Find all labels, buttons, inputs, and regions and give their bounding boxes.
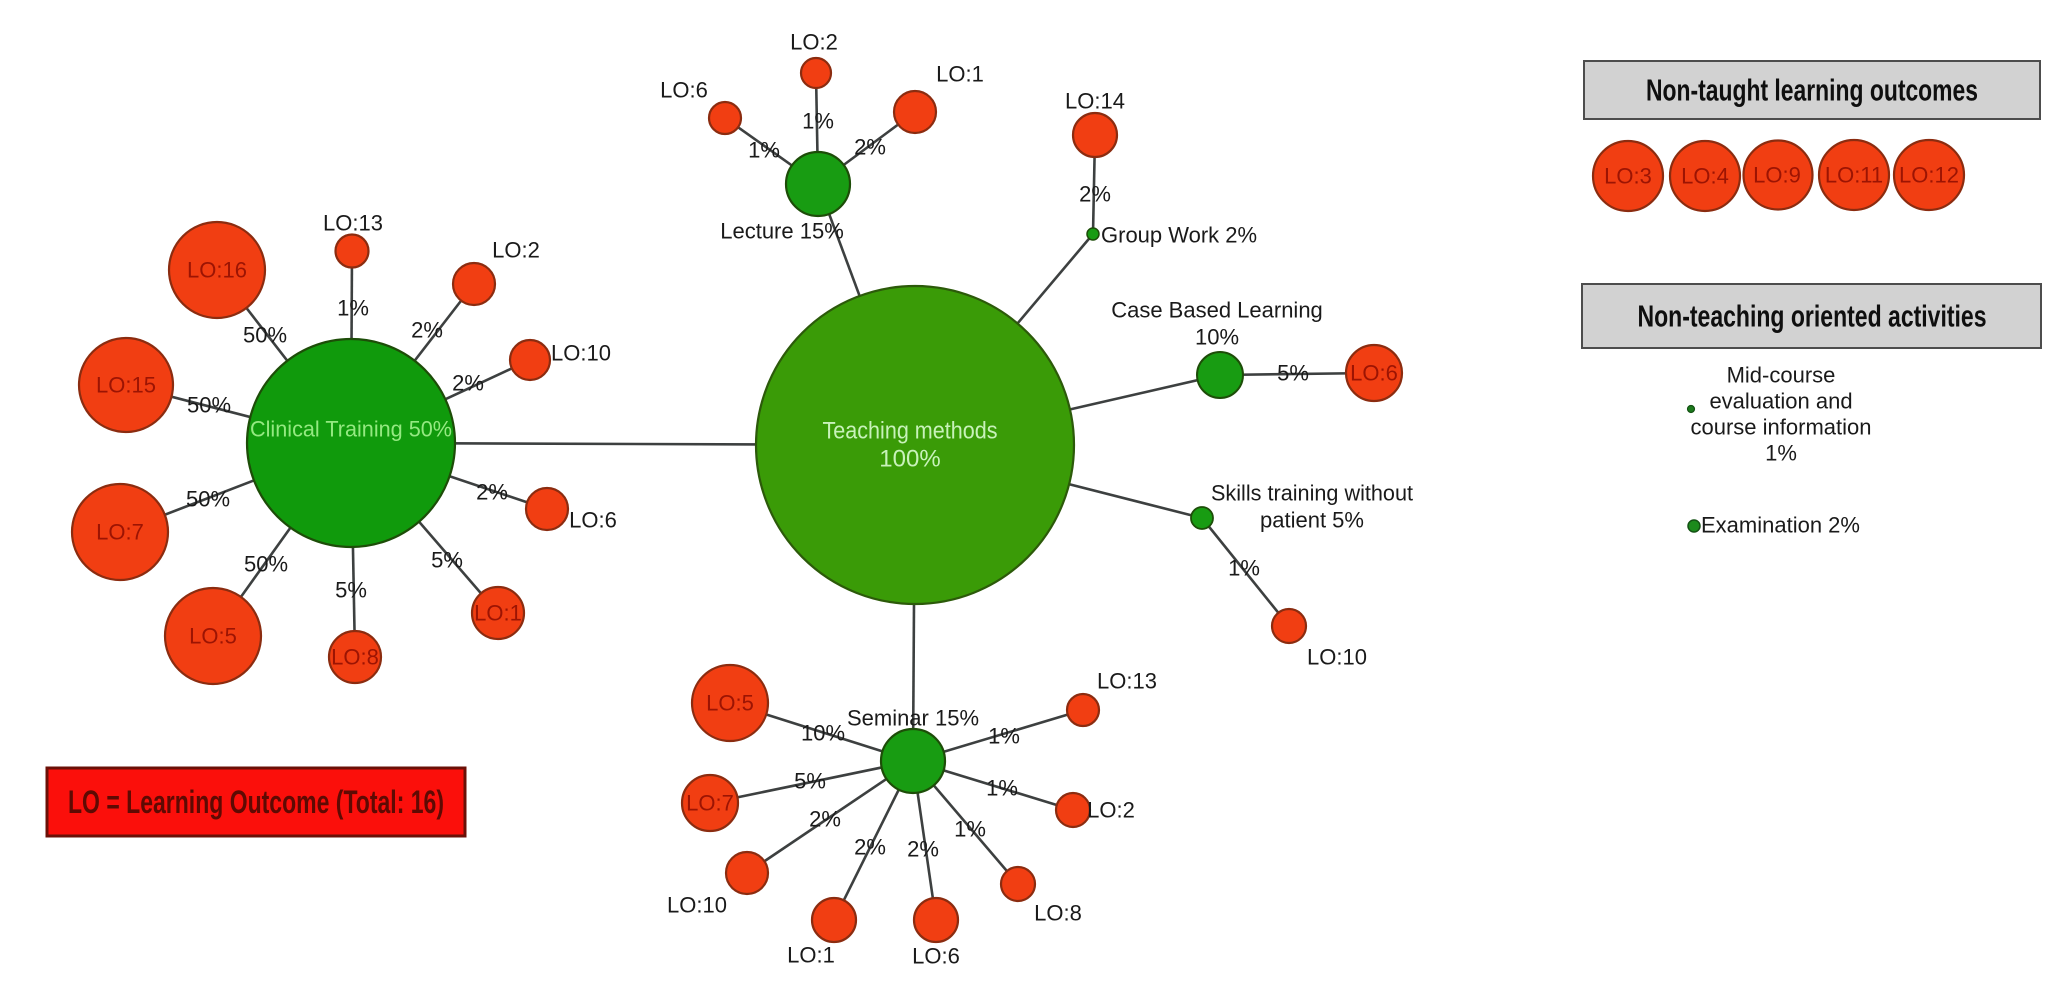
svg-text:LO = Learning Outcome (Total:: LO = Learning Outcome (Total: 16) <box>68 784 444 820</box>
svg-text:LO:11: LO:11 <box>1825 163 1883 188</box>
svg-text:1%: 1% <box>986 776 1018 801</box>
svg-text:2%: 2% <box>411 318 443 343</box>
svg-text:1%: 1% <box>337 296 369 321</box>
svg-text:LO:6: LO:6 <box>660 78 708 103</box>
svg-text:10%: 10% <box>801 721 845 746</box>
svg-text:Lecture 15%: Lecture 15% <box>720 219 844 244</box>
svg-text:50%: 50% <box>244 552 288 577</box>
svg-text:LO:13: LO:13 <box>1097 669 1157 694</box>
svg-text:2%: 2% <box>809 807 841 832</box>
svg-text:Mid-course: Mid-course <box>1727 363 1836 388</box>
svg-text:LO:12: LO:12 <box>1899 163 1959 188</box>
svg-text:LO:5: LO:5 <box>189 624 237 649</box>
svg-text:1%: 1% <box>1765 441 1797 466</box>
svg-text:LO:2: LO:2 <box>492 238 540 263</box>
svg-text:50%: 50% <box>187 393 231 418</box>
svg-text:Case Based Learning: Case Based Learning <box>1111 298 1323 323</box>
svg-text:LO:9: LO:9 <box>1753 163 1801 188</box>
svg-text:1%: 1% <box>954 817 986 842</box>
svg-text:LO:14: LO:14 <box>1065 89 1125 114</box>
svg-text:LO:1: LO:1 <box>936 62 984 87</box>
svg-text:1%: 1% <box>802 109 834 134</box>
svg-text:LO:15: LO:15 <box>96 373 156 398</box>
svg-text:patient 5%: patient 5% <box>1260 508 1364 533</box>
svg-text:LO:1: LO:1 <box>787 943 835 968</box>
svg-text:LO:5: LO:5 <box>706 691 754 716</box>
svg-text:5%: 5% <box>794 769 826 794</box>
svg-text:LO:8: LO:8 <box>1034 901 1082 926</box>
svg-text:LO:10: LO:10 <box>667 893 727 918</box>
svg-text:5%: 5% <box>1277 361 1309 386</box>
svg-text:LO:2: LO:2 <box>790 30 838 55</box>
svg-text:Group Work 2%: Group Work 2% <box>1101 223 1257 248</box>
svg-text:LO:3: LO:3 <box>1604 164 1652 189</box>
svg-text:LO:4: LO:4 <box>1681 164 1729 189</box>
svg-text:LO:6: LO:6 <box>912 944 960 969</box>
svg-text:100%: 100% <box>879 446 940 473</box>
svg-text:LO:13: LO:13 <box>323 211 383 236</box>
svg-text:1%: 1% <box>988 724 1020 749</box>
svg-text:LO:8: LO:8 <box>331 645 379 670</box>
svg-text:LO:6: LO:6 <box>569 508 617 533</box>
svg-text:Teaching methods: Teaching methods <box>823 418 998 445</box>
svg-text:LO:2: LO:2 <box>1087 798 1135 823</box>
svg-text:LO:10: LO:10 <box>1307 645 1367 670</box>
svg-text:LO:7: LO:7 <box>686 791 734 816</box>
svg-text:1%: 1% <box>748 138 780 163</box>
svg-text:2%: 2% <box>476 480 508 505</box>
svg-text:LO:7: LO:7 <box>96 520 144 545</box>
svg-text:50%: 50% <box>243 323 287 348</box>
svg-text:2%: 2% <box>452 371 484 396</box>
svg-text:50%: 50% <box>186 487 230 512</box>
svg-text:LO:6: LO:6 <box>1350 361 1398 386</box>
svg-text:Non-taught learning outcomes: Non-taught learning outcomes <box>1646 73 1978 108</box>
svg-text:2%: 2% <box>907 837 939 862</box>
svg-text:10%: 10% <box>1195 325 1239 350</box>
svg-text:Non-teaching oriented activiti: Non-teaching oriented activities <box>1638 299 1987 334</box>
svg-text:LO:16: LO:16 <box>187 258 247 283</box>
svg-text:Skills training without: Skills training without <box>1211 481 1413 506</box>
svg-text:Clinical Training 50%: Clinical Training 50% <box>250 417 452 442</box>
svg-text:Examination 2%: Examination 2% <box>1701 513 1860 538</box>
svg-text:evaluation and: evaluation and <box>1709 389 1852 414</box>
svg-text:2%: 2% <box>854 135 886 160</box>
svg-text:Seminar 15%: Seminar 15% <box>847 706 979 731</box>
svg-text:LO:10: LO:10 <box>551 341 611 366</box>
svg-text:2%: 2% <box>1079 182 1111 207</box>
svg-text:course information: course information <box>1691 415 1872 440</box>
svg-text:1%: 1% <box>1228 556 1260 581</box>
svg-text:2%: 2% <box>854 835 886 860</box>
svg-text:5%: 5% <box>431 548 463 573</box>
svg-text:LO:1: LO:1 <box>474 601 522 626</box>
svg-text:5%: 5% <box>335 578 367 603</box>
